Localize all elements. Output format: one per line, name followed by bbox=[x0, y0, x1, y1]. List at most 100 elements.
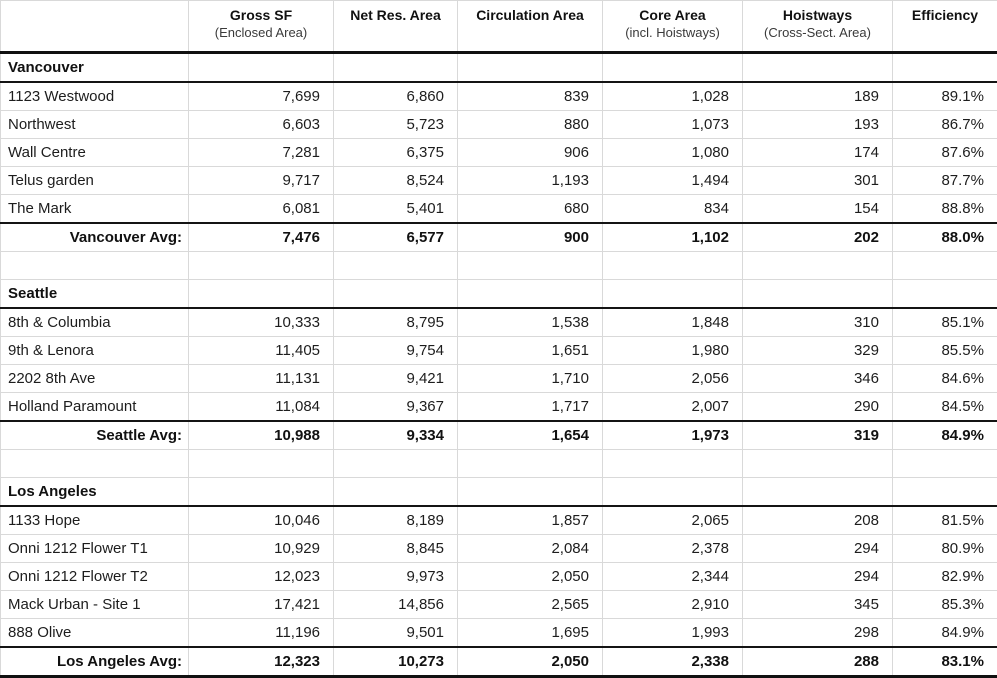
empty-cell bbox=[743, 53, 893, 83]
value-cell: 9,421 bbox=[334, 365, 458, 393]
column-header-gross-sf: Gross SF(Enclosed Area) bbox=[189, 1, 334, 53]
empty-cell bbox=[893, 53, 997, 83]
value-cell: 298 bbox=[743, 619, 893, 648]
avg-value-cell: 10,273 bbox=[334, 647, 458, 677]
empty-cell bbox=[743, 252, 893, 280]
avg-value-cell: 7,476 bbox=[189, 223, 334, 252]
empty-cell bbox=[458, 53, 603, 83]
empty-cell bbox=[189, 280, 334, 309]
value-cell: 9,717 bbox=[189, 167, 334, 195]
value-cell: 301 bbox=[743, 167, 893, 195]
spacer-row bbox=[1, 450, 997, 478]
section-row-seattle: Seattle bbox=[1, 280, 997, 309]
value-cell: 1,717 bbox=[458, 393, 603, 422]
empty-cell bbox=[334, 478, 458, 507]
value-cell: 1,695 bbox=[458, 619, 603, 648]
value-cell: 6,603 bbox=[189, 111, 334, 139]
value-cell: 9,501 bbox=[334, 619, 458, 648]
value-cell: 9,367 bbox=[334, 393, 458, 422]
value-cell: 11,131 bbox=[189, 365, 334, 393]
avg-label: Los Angeles Avg: bbox=[1, 647, 189, 677]
column-label: Core Area bbox=[603, 6, 742, 24]
column-header-core-area: Core Area(incl. Hoistways) bbox=[603, 1, 743, 53]
value-cell: 2,056 bbox=[603, 365, 743, 393]
empty-cell bbox=[334, 252, 458, 280]
column-label: Gross SF bbox=[189, 6, 333, 24]
value-cell: 84.9% bbox=[893, 619, 997, 648]
building-name: 1123 Westwood bbox=[1, 82, 189, 111]
value-cell: 294 bbox=[743, 535, 893, 563]
value-cell: 11,405 bbox=[189, 337, 334, 365]
value-cell: 86.7% bbox=[893, 111, 997, 139]
column-label: Net Res. Area bbox=[334, 6, 457, 24]
building-name: Wall Centre bbox=[1, 139, 189, 167]
value-cell: 12,023 bbox=[189, 563, 334, 591]
column-header-hoistways: Hoistways(Cross-Sect. Area) bbox=[743, 1, 893, 53]
avg-value-cell: 900 bbox=[458, 223, 603, 252]
avg-value-cell: 1,973 bbox=[603, 421, 743, 450]
building-name: Northwest bbox=[1, 111, 189, 139]
value-cell: 2,378 bbox=[603, 535, 743, 563]
value-cell: 839 bbox=[458, 82, 603, 111]
value-cell: 880 bbox=[458, 111, 603, 139]
value-cell: 1,857 bbox=[458, 506, 603, 535]
value-cell: 85.5% bbox=[893, 337, 997, 365]
building-name: Onni 1212 Flower T1 bbox=[1, 535, 189, 563]
empty-cell bbox=[603, 280, 743, 309]
empty-cell bbox=[189, 53, 334, 83]
column-label: Circulation Area bbox=[458, 6, 602, 24]
value-cell: 1,073 bbox=[603, 111, 743, 139]
avg-value-cell: 1,102 bbox=[603, 223, 743, 252]
value-cell: 87.6% bbox=[893, 139, 997, 167]
avg-value-cell: 9,334 bbox=[334, 421, 458, 450]
column-header-efficiency: Efficiency bbox=[893, 1, 997, 53]
value-cell: 154 bbox=[743, 195, 893, 224]
avg-label: Vancouver Avg: bbox=[1, 223, 189, 252]
city-label-seattle: Seattle bbox=[1, 280, 189, 309]
value-cell: 10,929 bbox=[189, 535, 334, 563]
value-cell: 1,028 bbox=[603, 82, 743, 111]
building-name: Mack Urban - Site 1 bbox=[1, 591, 189, 619]
value-cell: 1,993 bbox=[603, 619, 743, 648]
value-cell: 6,860 bbox=[334, 82, 458, 111]
value-cell: 84.6% bbox=[893, 365, 997, 393]
building-name: Holland Paramount bbox=[1, 393, 189, 422]
value-cell: 2,565 bbox=[458, 591, 603, 619]
avg-value-cell: 84.9% bbox=[893, 421, 997, 450]
value-cell: 310 bbox=[743, 308, 893, 337]
value-cell: 6,081 bbox=[189, 195, 334, 224]
value-cell: 9,754 bbox=[334, 337, 458, 365]
avg-value-cell: 319 bbox=[743, 421, 893, 450]
value-cell: 2,910 bbox=[603, 591, 743, 619]
value-cell: 2,007 bbox=[603, 393, 743, 422]
avg-value-cell: 288 bbox=[743, 647, 893, 677]
value-cell: 6,375 bbox=[334, 139, 458, 167]
value-cell: 174 bbox=[743, 139, 893, 167]
value-cell: 80.9% bbox=[893, 535, 997, 563]
avg-value-cell: 12,323 bbox=[189, 647, 334, 677]
building-name: Telus garden bbox=[1, 167, 189, 195]
building-name: 8th & Columbia bbox=[1, 308, 189, 337]
column-label: Efficiency bbox=[893, 6, 997, 24]
spacer-row bbox=[1, 252, 997, 280]
value-cell: 208 bbox=[743, 506, 893, 535]
empty-cell bbox=[1, 252, 189, 280]
value-cell: 85.3% bbox=[893, 591, 997, 619]
empty-cell bbox=[603, 252, 743, 280]
value-cell: 7,281 bbox=[189, 139, 334, 167]
value-cell: 5,401 bbox=[334, 195, 458, 224]
empty-cell bbox=[893, 252, 997, 280]
empty-cell bbox=[893, 478, 997, 507]
